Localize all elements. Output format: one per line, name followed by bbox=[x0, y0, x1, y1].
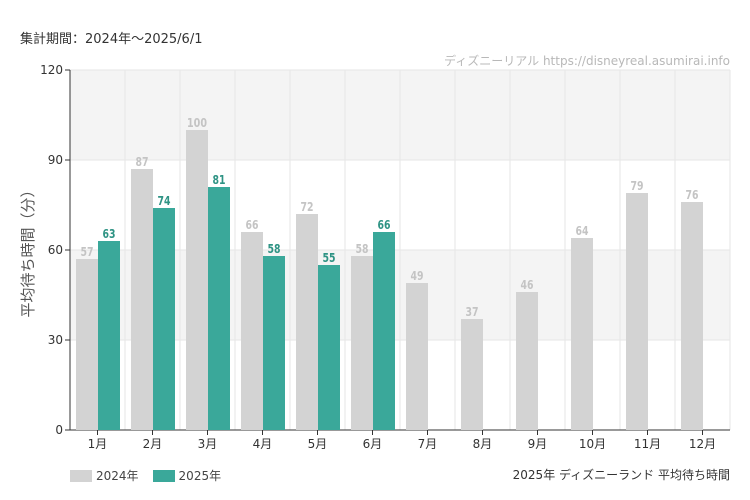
bar-2025年-5月 bbox=[318, 265, 340, 430]
x-tick-label: 5月 bbox=[308, 437, 328, 451]
y-tick-label: 90 bbox=[48, 153, 63, 167]
data-label: 76 bbox=[686, 188, 699, 202]
x-tick-label: 6月 bbox=[363, 437, 383, 451]
x-tick-label: 11月 bbox=[634, 437, 661, 451]
data-label: 79 bbox=[631, 179, 644, 193]
data-label: 63 bbox=[103, 227, 116, 241]
data-label: 72 bbox=[301, 200, 314, 214]
bar-2025年-6月 bbox=[373, 232, 395, 430]
watermark: ディズニーリアル https://disneyreal.asumirai.inf… bbox=[444, 54, 730, 68]
x-tick-label: 9月 bbox=[528, 437, 548, 451]
legend: 2024年 2025年 bbox=[70, 467, 235, 484]
bar-2024年-6月 bbox=[351, 256, 373, 430]
data-label: 55 bbox=[323, 251, 336, 265]
x-tick-label: 10月 bbox=[579, 437, 606, 451]
bar-2024年-10月 bbox=[571, 238, 593, 430]
period-label: 集計期間：2024年～2025/6/1 bbox=[20, 32, 203, 47]
bar-2025年-1月 bbox=[98, 241, 120, 430]
data-label: 58 bbox=[356, 242, 369, 256]
legend-label-2024: 2024年 bbox=[96, 469, 139, 483]
legend-swatch-2024 bbox=[70, 469, 92, 482]
legend-swatch-2025 bbox=[152, 469, 175, 482]
bar-2024年-4月 bbox=[241, 232, 263, 430]
bar-2024年-2月 bbox=[131, 169, 153, 430]
x-tick-label: 2月 bbox=[143, 437, 163, 451]
data-label: 81 bbox=[213, 173, 226, 187]
data-label: 37 bbox=[466, 305, 479, 319]
y-tick-label: 0 bbox=[55, 423, 63, 437]
y-tick-label: 120 bbox=[40, 63, 63, 77]
y-tick-label: 60 bbox=[48, 243, 63, 257]
x-tick-label: 12月 bbox=[689, 437, 716, 451]
bar-2024年-5月 bbox=[296, 214, 318, 430]
bar-2024年-9月 bbox=[516, 292, 538, 430]
data-label: 57 bbox=[81, 245, 94, 259]
bar-2025年-2月 bbox=[153, 208, 175, 430]
legend-item-2025[interactable]: 2025年 bbox=[152, 467, 222, 484]
y-tick-label: 30 bbox=[48, 333, 63, 347]
bar-2025年-3月 bbox=[208, 187, 230, 430]
bar-chart: 0 30 60 90 120 平均待ち時間（分） 57 63 1月 87 74 2月 100 81 3月 66… bbox=[19, 63, 731, 451]
legend-item-2024[interactable]: 2024年 bbox=[70, 467, 139, 484]
bar-2024年-3月 bbox=[186, 130, 208, 430]
data-label: 66 bbox=[246, 218, 259, 232]
bar-2025年-4月 bbox=[263, 256, 285, 430]
x-tick-label: 4月 bbox=[253, 437, 273, 451]
bar-2024年-11月 bbox=[626, 193, 648, 430]
data-label: 46 bbox=[521, 278, 534, 292]
bar-2024年-1月 bbox=[76, 259, 98, 430]
bar-2024年-7月 bbox=[406, 283, 428, 430]
x-tick-label: 8月 bbox=[473, 437, 493, 451]
x-tick-label: 3月 bbox=[198, 437, 218, 451]
data-label: 87 bbox=[136, 155, 149, 169]
legend-label-2025: 2025年 bbox=[178, 469, 222, 483]
bar-2024年-8月 bbox=[461, 319, 483, 430]
data-label: 100 bbox=[187, 116, 207, 130]
chart-caption: 2025年 ディズニーランド 平均待ち時間 bbox=[512, 468, 730, 482]
bar-2024年-12月 bbox=[681, 202, 703, 430]
x-tick-label: 7月 bbox=[418, 437, 438, 451]
x-tick-label: 1月 bbox=[88, 437, 108, 451]
y-axis-label: 平均待ち時間（分） bbox=[19, 182, 37, 317]
data-label: 49 bbox=[411, 269, 424, 283]
data-label: 64 bbox=[576, 224, 589, 238]
data-label: 58 bbox=[268, 242, 281, 256]
data-label: 74 bbox=[158, 194, 171, 208]
data-label: 66 bbox=[378, 218, 391, 232]
